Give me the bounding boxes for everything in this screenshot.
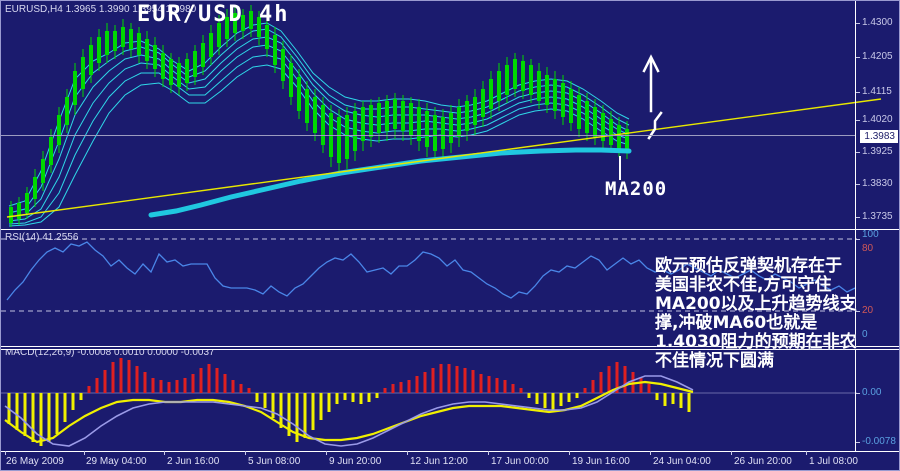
macd-scale-label: 0.00 [862, 387, 882, 398]
rsi-plot [1, 230, 899, 348]
macd-panel[interactable]: MACD(12,26,9) -0.0008 0.0010 0.0000 -0.0… [1, 350, 899, 451]
time-axis-label: 17 Jun 00:00 [491, 456, 549, 467]
symbol-ohlc-header: EURUSD,H4 1.3965 1.3990 1.3954 1.3980 [5, 4, 197, 15]
time-axis-label: 9 Jun 20:00 [329, 456, 382, 467]
time-axis-label: 24 Jun 04:00 [653, 456, 711, 467]
time-axis-label: 12 Jun 12:00 [410, 456, 468, 467]
time-axis-label: 29 May 04:00 [86, 456, 147, 467]
macd-scale-label: -0.0078 [862, 436, 896, 447]
panel-divider [1, 346, 899, 347]
annotation-line-4: 撑,冲破MA60也就是 [655, 313, 818, 333]
time-axis-rule [1, 451, 899, 452]
ma200-pointer-line [619, 156, 621, 180]
current-price-tag: 1.3983 [860, 130, 898, 143]
price-scale-label: 1.4205 [862, 51, 893, 62]
price-scale-label: 1.3735 [862, 211, 893, 222]
rsi-scale-label: 100 [862, 230, 879, 240]
time-axis-label: 26 Jun 20:00 [734, 456, 792, 467]
time-axis-label: 2 Jun 16:00 [167, 456, 220, 467]
time-axis-label: 26 May 2009 [6, 456, 64, 467]
annotation-line-3: MA200以及上升趋势线支 [655, 294, 857, 314]
rsi-panel[interactable]: RSI(14) 41.2556 100 80 20 0 [1, 230, 899, 348]
annotation-line-6: 不佳情况下圆满 [655, 351, 774, 371]
time-axis-label: 19 Jun 16:00 [572, 456, 630, 467]
time-axis[interactable]: 26 May 2009 29 May 04:00 2 Jun 16:00 5 J… [1, 451, 899, 471]
price-scale-label: 1.3925 [862, 146, 893, 157]
current-price-line [1, 135, 855, 136]
ma200-label: MA200 [605, 178, 668, 200]
price-panel[interactable]: EURUSD,H4 1.3965 1.3990 1.3954 1.3980 EU… [1, 1, 899, 229]
price-scale-label: 1.3830 [862, 178, 893, 189]
panel-divider [1, 349, 899, 350]
macd-plot [1, 350, 899, 451]
price-scale-label: 1.4300 [862, 17, 893, 28]
chart-title-overlay: EUR/USD 4h [137, 2, 290, 27]
price-scale-label: 1.4115 [862, 86, 892, 97]
rsi-header: RSI(14) 41.2556 [5, 232, 79, 243]
rsi-scale-label: 80 [862, 243, 874, 254]
price-scale-label: 1.4020 [862, 114, 893, 125]
price-scale[interactable]: 1.4300 1.4205 1.4115 1.4020 1.3925 1.383… [855, 1, 899, 229]
annotation-line-5: 1.4030阻力的预期在非农 [655, 332, 857, 352]
chinese-annotation-text: 欧元预估反弹契机存在于 美国非农不佳,方可守住 MA200以及上升趋势线支 撑,… [655, 257, 857, 371]
panel-divider [1, 229, 899, 230]
price-plot [1, 1, 899, 229]
macd-header: MACD(12,26,9) -0.0008 0.0010 0.0000 -0.0… [5, 350, 215, 358]
annotation-line-1: 欧元预估反弹契机存在于 [655, 256, 842, 276]
rsi-scale-label: 20 [862, 305, 874, 316]
rsi-scale-label: 0 [862, 329, 868, 340]
annotation-line-2: 美国非农不佳,方可守住 [655, 275, 832, 295]
rsi-scale[interactable]: 100 80 20 0 [855, 230, 899, 348]
macd-scale[interactable]: 0.00 -0.0078 [855, 350, 899, 451]
time-axis-label: 1 Jul 08:00 [809, 456, 858, 467]
time-axis-label: 5 Jun 08:00 [248, 456, 301, 467]
